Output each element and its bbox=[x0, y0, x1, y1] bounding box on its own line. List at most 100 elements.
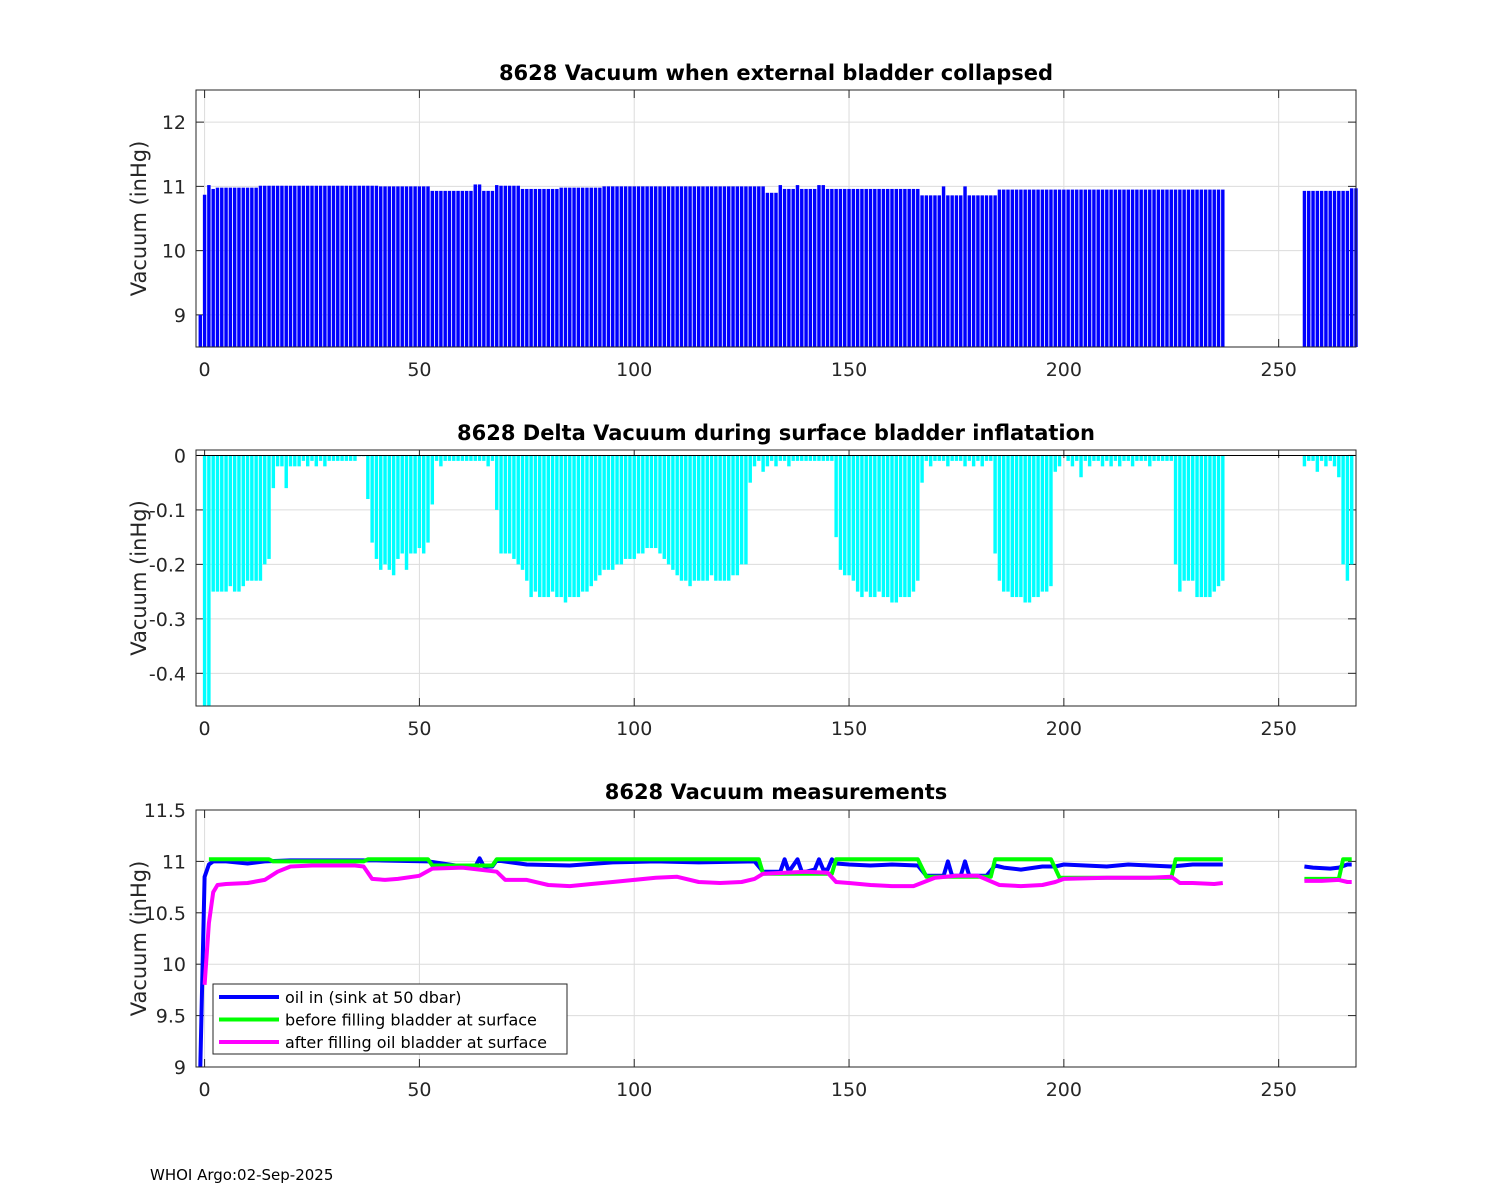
x-tick-label: 100 bbox=[616, 718, 652, 740]
bar bbox=[1100, 455, 1105, 467]
bar bbox=[843, 188, 847, 347]
bar bbox=[288, 185, 293, 347]
bar bbox=[881, 188, 886, 347]
bar bbox=[812, 455, 817, 461]
y-tick-label: 11.5 bbox=[144, 800, 186, 822]
bar bbox=[911, 455, 916, 592]
bar bbox=[989, 195, 993, 347]
bar bbox=[1148, 455, 1152, 467]
bar bbox=[297, 185, 301, 347]
bar bbox=[868, 188, 873, 347]
bar bbox=[1092, 189, 1096, 347]
bar bbox=[722, 455, 727, 581]
bar bbox=[885, 455, 890, 598]
bar bbox=[658, 186, 662, 347]
bar bbox=[228, 455, 233, 587]
bar bbox=[692, 186, 697, 347]
bar bbox=[533, 455, 538, 592]
bar bbox=[310, 455, 314, 461]
bar bbox=[1328, 190, 1332, 347]
bar bbox=[606, 455, 611, 570]
bar bbox=[696, 455, 701, 581]
delta-vacuum-panel: 0 50 100 150 200 250 0 -0.1 -0.2 -0.3 -0.4 8628 Del… bbox=[127, 421, 1357, 740]
bar bbox=[800, 455, 804, 461]
bar bbox=[606, 186, 611, 347]
bar bbox=[580, 187, 585, 347]
bar bbox=[1062, 189, 1066, 347]
bar bbox=[1199, 455, 1204, 598]
bar bbox=[1066, 189, 1070, 347]
bar bbox=[1199, 189, 1204, 347]
bar bbox=[666, 186, 671, 347]
bar bbox=[1122, 455, 1126, 461]
bar bbox=[933, 195, 937, 347]
x-tick-label: 50 bbox=[407, 718, 431, 740]
bar bbox=[1191, 189, 1195, 347]
bar bbox=[314, 455, 319, 467]
x-tick-label: 50 bbox=[407, 359, 431, 381]
bar bbox=[426, 186, 430, 347]
bar bbox=[877, 455, 881, 592]
y-tick-label: 10 bbox=[162, 241, 186, 263]
bar bbox=[477, 455, 482, 461]
bar bbox=[1160, 189, 1165, 347]
bar bbox=[791, 188, 795, 347]
bar bbox=[344, 185, 349, 347]
bar bbox=[1010, 455, 1015, 598]
bar bbox=[361, 185, 366, 347]
bar bbox=[653, 186, 658, 347]
bar bbox=[434, 190, 439, 347]
bar bbox=[1135, 189, 1139, 347]
bar bbox=[580, 455, 585, 592]
bar bbox=[473, 184, 477, 347]
bar bbox=[1212, 189, 1216, 347]
bar bbox=[1178, 455, 1182, 592]
bar bbox=[572, 187, 576, 347]
bar bbox=[976, 455, 980, 461]
bar bbox=[387, 455, 392, 570]
y-tick-label: 9.5 bbox=[156, 1006, 186, 1028]
bar bbox=[632, 455, 636, 559]
bar bbox=[211, 455, 215, 592]
bar bbox=[267, 455, 271, 559]
bar bbox=[984, 455, 989, 461]
bar bbox=[331, 185, 336, 347]
bar bbox=[1178, 189, 1182, 347]
bar bbox=[383, 186, 387, 347]
bar bbox=[1337, 455, 1341, 478]
bar bbox=[533, 188, 538, 347]
bar bbox=[507, 185, 512, 347]
bar bbox=[447, 190, 452, 347]
bar bbox=[271, 455, 276, 489]
bar bbox=[525, 455, 529, 581]
bar bbox=[1006, 455, 1010, 592]
bar bbox=[1019, 455, 1023, 598]
bar bbox=[559, 455, 563, 598]
bar bbox=[1117, 455, 1122, 467]
x-tick-label: 200 bbox=[1046, 1079, 1082, 1101]
bar bbox=[894, 188, 899, 347]
bar bbox=[241, 455, 245, 587]
bar bbox=[550, 188, 555, 347]
bar bbox=[542, 188, 546, 347]
bar bbox=[860, 455, 864, 598]
bar bbox=[1332, 455, 1337, 467]
bar bbox=[645, 186, 649, 347]
y-tick-label: -0.3 bbox=[149, 609, 186, 631]
x-tick-label: 200 bbox=[1046, 359, 1082, 381]
bar bbox=[705, 455, 709, 581]
bar bbox=[907, 188, 911, 347]
bar bbox=[1165, 455, 1169, 461]
chart-title: 8628 Vacuum measurements bbox=[605, 780, 948, 804]
bar bbox=[305, 185, 310, 347]
bar bbox=[1019, 189, 1023, 347]
bar bbox=[941, 455, 946, 461]
y-tick-label: 12 bbox=[162, 112, 186, 134]
bar bbox=[1057, 189, 1062, 347]
bar bbox=[735, 186, 740, 347]
bar bbox=[482, 190, 486, 347]
bar bbox=[469, 190, 473, 347]
bar bbox=[336, 455, 340, 461]
bar bbox=[959, 195, 963, 347]
